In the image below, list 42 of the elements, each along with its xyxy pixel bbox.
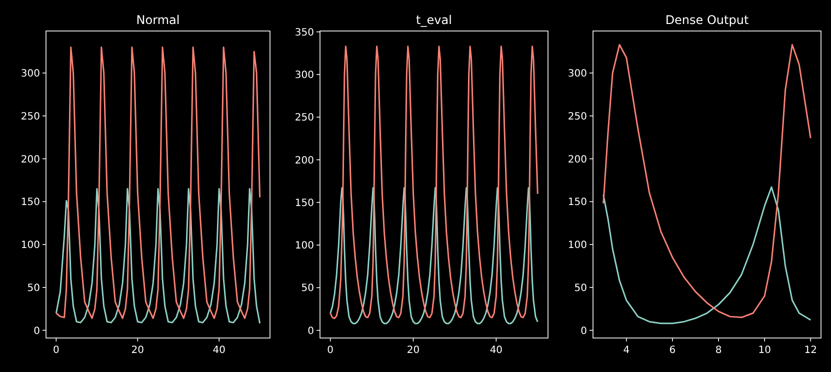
y-tick-label: 0 bbox=[34, 326, 40, 337]
line-series bbox=[55, 46, 261, 320]
x-tick-label: 40 bbox=[212, 345, 226, 356]
line-series bbox=[602, 44, 812, 318]
y-tick-label: 50 bbox=[301, 283, 314, 294]
x-tick-label: 20 bbox=[131, 345, 144, 356]
line-series bbox=[55, 188, 261, 324]
chart-title: Dense Output bbox=[665, 13, 749, 27]
x-tick-label: 40 bbox=[490, 345, 503, 356]
y-tick-label: 0 bbox=[580, 326, 587, 337]
y-tick-label: 300 bbox=[568, 68, 587, 80]
y-tick-label: 250 bbox=[568, 111, 587, 122]
chart-title: t_eval bbox=[416, 13, 452, 27]
x-tick-label: 6 bbox=[669, 345, 676, 356]
x-tick-label: 4 bbox=[623, 345, 630, 356]
y-tick-label: 350 bbox=[294, 27, 314, 38]
y-tick-label: 100 bbox=[294, 240, 314, 252]
y-tick-label: 300 bbox=[20, 68, 40, 80]
y-tick-label: 300 bbox=[294, 70, 314, 81]
line-series bbox=[602, 186, 812, 324]
y-tick-label: 200 bbox=[294, 155, 314, 166]
y-tick-label: 100 bbox=[568, 240, 587, 252]
x-tick-label: 12 bbox=[804, 345, 818, 356]
y-tick-label: 250 bbox=[20, 111, 40, 122]
line-series bbox=[330, 46, 538, 320]
y-tick-label: 150 bbox=[294, 198, 314, 209]
x-tick-label: 8 bbox=[715, 345, 722, 356]
y-tick-label: 250 bbox=[294, 112, 314, 124]
y-tick-label: 0 bbox=[308, 326, 314, 337]
chart-title: Normal bbox=[136, 13, 180, 27]
x-tick-label: 10 bbox=[758, 345, 771, 356]
y-tick-label: 50 bbox=[574, 282, 587, 294]
y-tick-label: 100 bbox=[20, 240, 40, 252]
y-tick-label: 50 bbox=[27, 282, 40, 294]
y-tick-label: 150 bbox=[20, 197, 40, 208]
x-tick-label: 20 bbox=[406, 345, 420, 356]
x-tick-label: 0 bbox=[52, 345, 60, 356]
y-tick-label: 150 bbox=[568, 197, 587, 208]
line-series bbox=[330, 187, 538, 324]
x-tick-label: 0 bbox=[327, 345, 334, 356]
y-tick-label: 200 bbox=[20, 154, 40, 166]
y-tick-label: 200 bbox=[568, 154, 587, 166]
